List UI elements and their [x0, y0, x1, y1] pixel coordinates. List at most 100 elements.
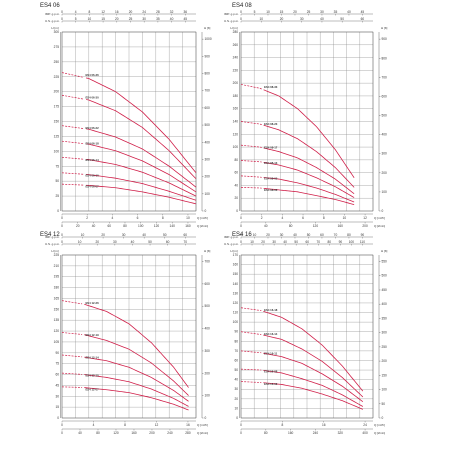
series-label: ES4 08-06 — [264, 188, 278, 192]
bottom-tick-label: 20 — [76, 224, 80, 228]
right-tick-label: 700 — [205, 89, 211, 93]
left-tick-label: 120 — [54, 329, 60, 333]
series-line — [86, 174, 197, 201]
bottom-tick-label: 0 — [240, 431, 242, 435]
bottom-tick-label: 10 — [186, 216, 190, 220]
bottom-axis-label: Q [l/min] — [374, 224, 385, 228]
left-tick-label: 0 — [236, 209, 238, 213]
top-tick-label: 40 — [131, 240, 135, 244]
plot-frame — [61, 31, 197, 212]
right-tick-label: 300 — [382, 331, 388, 335]
series-line — [86, 77, 197, 174]
bottom-tick-label: 40 — [92, 224, 96, 228]
left-tick-label: 150 — [54, 307, 60, 311]
top-tick-label: 20 — [280, 17, 284, 21]
top-tick-label: 0 — [240, 10, 242, 14]
series-label: ES4 06-14 — [85, 158, 99, 162]
left-tick-label: 100 — [233, 145, 239, 149]
series-line — [263, 334, 364, 398]
series-label: ES4 16-11 — [264, 351, 278, 355]
right-tick-label: 200 — [205, 175, 211, 179]
left-tick-label: 250 — [54, 60, 60, 64]
top-tick-label: 50 — [294, 240, 298, 244]
series-head — [240, 121, 262, 125]
series-line — [86, 159, 197, 197]
left-tick-label: 50 — [55, 179, 59, 183]
right-axis-label: H [ft] — [204, 249, 211, 253]
series-label: ES4 06-10 — [85, 173, 99, 177]
top-tick-label: 20 — [293, 10, 297, 14]
top-tick-label: 10 — [81, 233, 85, 237]
bottom-tick-label: 10 — [343, 216, 347, 220]
top-tick-label: 45 — [184, 17, 188, 21]
series-line — [263, 352, 364, 403]
top-tick-label: 90 — [361, 233, 365, 237]
left-tick-label: 160 — [233, 107, 239, 111]
bottom-tick-label: 6 — [302, 216, 304, 220]
series-label: ES4 08-23 — [264, 122, 278, 126]
series-head — [240, 381, 262, 383]
top-tick-label: 10 — [88, 17, 92, 21]
top-tick-label: 36 — [184, 10, 188, 14]
bottom-tick-label: 280 — [185, 431, 191, 435]
bottom-tick-label: 160 — [288, 431, 294, 435]
right-tick-label: 300 — [205, 157, 211, 161]
series-label: ES4 12-10 — [85, 374, 99, 378]
right-tick-label: 100 — [205, 394, 211, 398]
bottom-tick-label: 12 — [363, 216, 367, 220]
top-tick-label: 0 — [240, 240, 242, 244]
top-tick-label: 30 — [300, 17, 304, 21]
series-head — [61, 300, 83, 305]
bottom-tick-label: 16 — [186, 423, 190, 427]
plot-frame — [240, 254, 374, 419]
top-tick-label: 32 — [170, 10, 174, 14]
top-tick-label: 24 — [142, 10, 146, 14]
top-tick-label: 5 — [254, 10, 256, 14]
right-tick-label: 700 — [205, 260, 211, 264]
series-head — [61, 386, 83, 388]
bottom-tick-label: 100 — [138, 224, 144, 228]
bottom-tick-label: 0 — [61, 216, 63, 220]
top-tick-label: 90 — [339, 240, 343, 244]
left-tick-label: 200 — [54, 90, 60, 94]
bottom-tick-label: 8 — [323, 216, 325, 220]
series-head — [240, 160, 262, 163]
series-head — [240, 175, 262, 178]
top-tick-label: 30 — [122, 233, 126, 237]
top-axis-label: IMP. g.p.m. — [224, 12, 239, 16]
series-label: ES4 08-33 — [264, 85, 278, 89]
left-tick-label: 75 — [55, 362, 59, 366]
left-tick-label: 100 — [54, 149, 60, 153]
series-head — [240, 331, 262, 335]
top-tick-label: 15 — [101, 17, 105, 21]
top-tick-label: 50 — [307, 233, 311, 237]
right-axis-label: H [ft] — [381, 249, 388, 253]
series-label: ES4 16-06 — [264, 382, 278, 386]
left-tick-label: 30 — [234, 387, 238, 391]
right-tick-label: 350 — [382, 316, 388, 320]
bottom-axis-label: Q [l/min] — [197, 431, 208, 435]
right-tick-label: 550 — [382, 260, 388, 264]
left-tick-label: 165 — [54, 296, 60, 300]
series-head — [61, 156, 84, 160]
series-line — [263, 369, 364, 407]
series-label: ES4 06-30 — [85, 96, 99, 100]
series-head — [240, 144, 262, 148]
top-tick-label: 30 — [320, 10, 324, 14]
series-label: ES4 12-14 — [85, 355, 99, 359]
bottom-tick-label: 120 — [154, 224, 160, 228]
left-tick-label: 220 — [233, 68, 239, 72]
series-label: ES4 08-13 — [264, 161, 278, 165]
top-tick-label: 40 — [293, 233, 297, 237]
left-tick-label: 130 — [233, 291, 239, 295]
left-tick-label: 160 — [233, 263, 239, 267]
top-tick-label: 20 — [266, 233, 270, 237]
top-tick-label: 30 — [280, 233, 284, 237]
top-axis-label: IMP. g.p.m. — [45, 235, 60, 239]
left-tick-label: 110 — [233, 311, 238, 315]
series-head — [61, 372, 83, 375]
left-tick-label: 20 — [234, 196, 238, 200]
bottom-tick-label: 4 — [111, 216, 113, 220]
left-tick-label: 0 — [236, 416, 238, 420]
